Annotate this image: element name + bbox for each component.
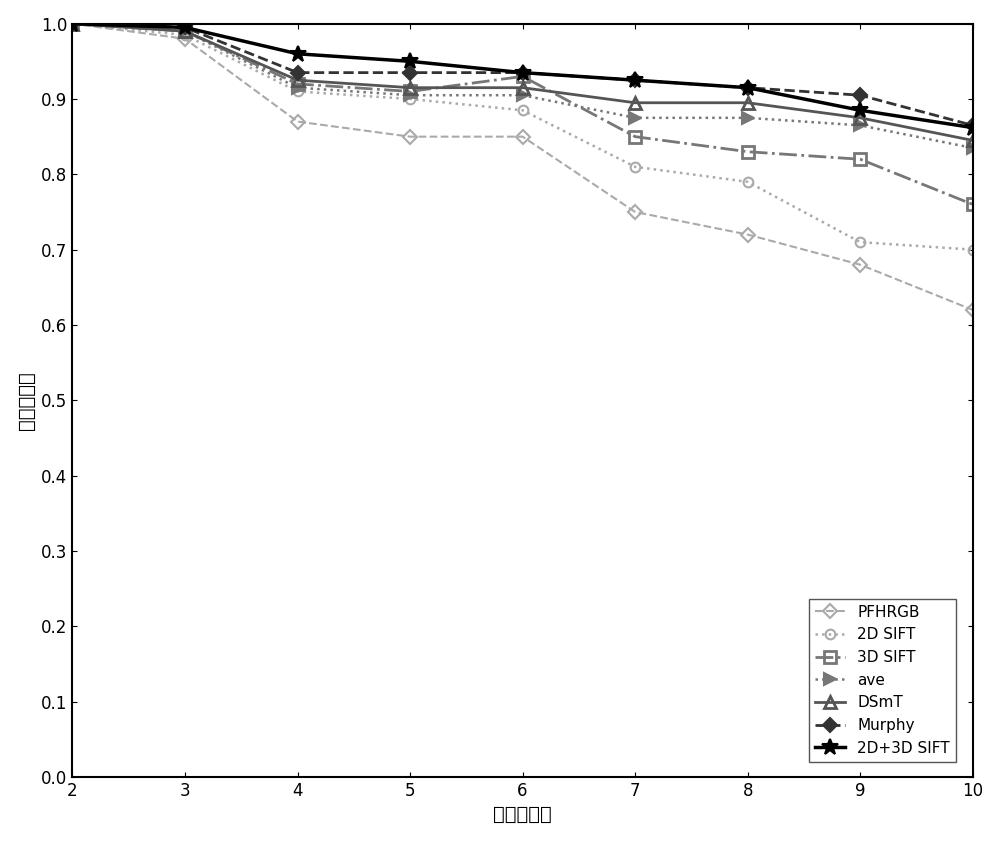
DSmT — [517, 82, 529, 93]
Murphy — [66, 19, 78, 29]
Y-axis label: 正确识别率: 正确识别率 — [17, 371, 36, 430]
ave — [179, 26, 191, 36]
2D SIFT — [742, 177, 754, 187]
Murphy — [404, 67, 416, 77]
PFHRGB — [404, 131, 416, 141]
3D SIFT — [629, 131, 641, 141]
3D SIFT — [404, 87, 416, 97]
Line: ave: ave — [67, 19, 978, 154]
ave — [292, 82, 304, 93]
X-axis label: 物体类别数: 物体类别数 — [493, 806, 552, 824]
DSmT — [854, 113, 866, 123]
Murphy — [517, 67, 529, 77]
2D SIFT — [967, 245, 979, 255]
Line: PFHRGB: PFHRGB — [68, 19, 978, 315]
PFHRGB — [517, 131, 529, 141]
2D+3D SIFT — [967, 123, 979, 133]
2D SIFT — [292, 87, 304, 97]
ave — [404, 90, 416, 100]
Line: 2D+3D SIFT: 2D+3D SIFT — [64, 15, 981, 136]
2D+3D SIFT — [517, 67, 529, 77]
3D SIFT — [742, 146, 754, 156]
2D SIFT — [404, 94, 416, 104]
PFHRGB — [179, 34, 191, 44]
Line: 2D SIFT: 2D SIFT — [68, 19, 978, 255]
2D SIFT — [179, 30, 191, 40]
DSmT — [629, 98, 641, 108]
Murphy — [292, 67, 304, 77]
2D+3D SIFT — [404, 56, 416, 66]
DSmT — [292, 75, 304, 85]
2D+3D SIFT — [854, 105, 866, 115]
2D+3D SIFT — [66, 19, 78, 29]
PFHRGB — [854, 260, 866, 270]
Line: 3D SIFT: 3D SIFT — [67, 19, 978, 210]
Line: Murphy: Murphy — [68, 19, 978, 130]
PFHRGB — [967, 304, 979, 315]
2D SIFT — [854, 237, 866, 247]
PFHRGB — [742, 230, 754, 240]
DSmT — [967, 135, 979, 145]
3D SIFT — [292, 79, 304, 89]
3D SIFT — [517, 71, 529, 82]
2D+3D SIFT — [292, 49, 304, 59]
PFHRGB — [292, 117, 304, 127]
ave — [629, 113, 641, 123]
DSmT — [404, 82, 416, 93]
2D SIFT — [517, 105, 529, 115]
ave — [967, 143, 979, 153]
Murphy — [179, 23, 191, 33]
Murphy — [629, 75, 641, 85]
ave — [66, 19, 78, 29]
DSmT — [742, 98, 754, 108]
3D SIFT — [179, 26, 191, 36]
Line: DSmT: DSmT — [67, 19, 978, 146]
PFHRGB — [66, 19, 78, 29]
DSmT — [66, 19, 78, 29]
Murphy — [742, 82, 754, 93]
2D+3D SIFT — [742, 82, 754, 93]
3D SIFT — [66, 19, 78, 29]
3D SIFT — [967, 199, 979, 209]
2D+3D SIFT — [179, 23, 191, 33]
ave — [854, 120, 866, 130]
Murphy — [854, 90, 866, 100]
2D SIFT — [66, 19, 78, 29]
PFHRGB — [629, 207, 641, 217]
DSmT — [179, 26, 191, 36]
Legend: PFHRGB, 2D SIFT, 3D SIFT, ave, DSmT, Murphy, 2D+3D SIFT: PFHRGB, 2D SIFT, 3D SIFT, ave, DSmT, Mur… — [809, 599, 956, 762]
ave — [517, 90, 529, 100]
3D SIFT — [854, 154, 866, 164]
2D+3D SIFT — [629, 75, 641, 85]
2D SIFT — [629, 161, 641, 172]
ave — [742, 113, 754, 123]
Murphy — [967, 120, 979, 130]
